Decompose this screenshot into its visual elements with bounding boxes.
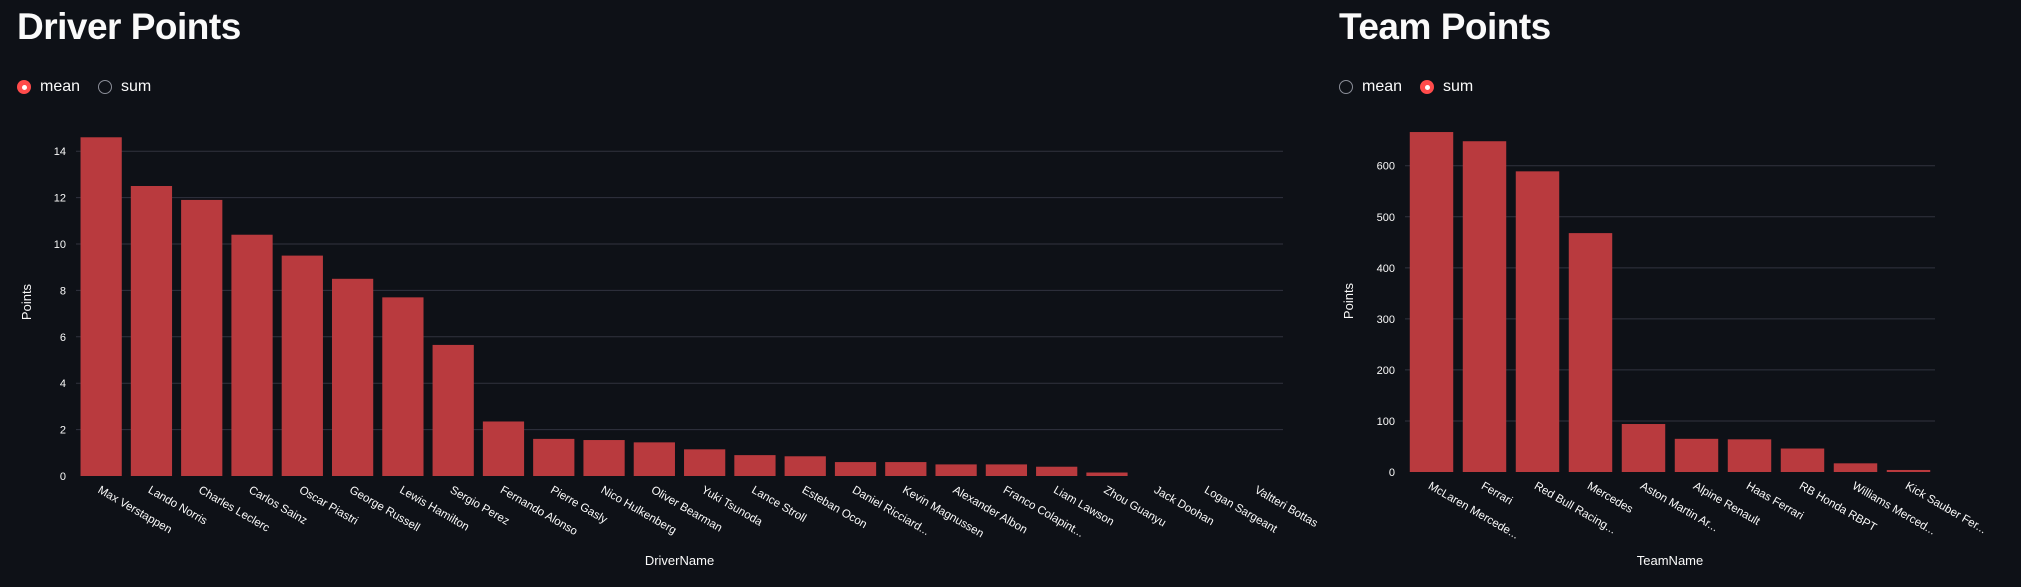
team-bar[interactable]	[1833, 463, 1878, 472]
driver-y-tick-label: 12	[54, 193, 66, 205]
team-bar[interactable]	[1886, 469, 1931, 472]
team-bar[interactable]	[1674, 438, 1719, 472]
driver-radio-mean-label: mean	[40, 78, 81, 95]
driver-bar[interactable]	[432, 344, 474, 476]
team-bar[interactable]	[1409, 132, 1454, 472]
driver-bar[interactable]	[734, 455, 776, 476]
team-radio-sum-label: sum	[1443, 78, 1474, 95]
team-points-chart: 0 100 200 300 400 500 600 McLaren Mercede...Fer…	[1341, 132, 1988, 568]
team-bar[interactable]	[1515, 171, 1560, 473]
driver-radio-sum-label: sum	[121, 78, 152, 95]
driver-bar[interactable]	[583, 440, 625, 476]
team-y-tick-label: 200	[1377, 365, 1395, 377]
team-bar[interactable]	[1568, 233, 1613, 472]
team-y-tick-label: 300	[1377, 314, 1395, 326]
team-y-tick-label: 600	[1377, 161, 1395, 173]
driver-y-tick-label: 0	[60, 471, 66, 483]
driver-bar[interactable]	[181, 199, 223, 477]
driver-y-tick-label: 2	[60, 425, 66, 437]
driver-bar[interactable]	[885, 462, 927, 476]
driver-points-panel: Driver Points mean sum 0 2 4 6 8 10 12 14 Max Ve…	[17, 6, 1320, 568]
driver-bar[interactable]	[80, 137, 122, 476]
team-radio-sum[interactable]: sum	[1420, 78, 1473, 96]
driver-radio-sum[interactable]: sum	[98, 78, 151, 96]
driver-bar[interactable]	[382, 297, 424, 476]
driver-bar[interactable]	[1086, 472, 1128, 476]
driver-y-tick-label: 4	[60, 378, 66, 390]
driver-bar[interactable]	[231, 234, 273, 476]
driver-bar[interactable]	[784, 456, 826, 476]
team-bar[interactable]	[1462, 141, 1507, 472]
driver-y-tick-label: 10	[54, 239, 66, 251]
driver-bar[interactable]	[985, 464, 1028, 476]
team-x-axis-label: TeamName	[1637, 553, 1703, 568]
team-x-tick-label: McLaren Mercede...	[1426, 480, 1521, 542]
team-points-title: Team Points	[1339, 6, 1551, 47]
team-radio-mean[interactable]: mean	[1339, 78, 1402, 96]
radio-selected-icon	[1420, 80, 1435, 94]
driver-y-tick-label: 6	[60, 332, 66, 344]
team-y-tick-label: 0	[1389, 467, 1395, 479]
team-bar[interactable]	[1780, 448, 1825, 472]
driver-radio-mean[interactable]: mean	[17, 78, 80, 96]
driver-bar[interactable]	[935, 464, 977, 476]
driver-bar[interactable]	[1036, 466, 1078, 476]
driver-points-title: Driver Points	[17, 6, 241, 47]
driver-aggregation-radio: mean sum	[17, 78, 151, 96]
team-bar[interactable]	[1727, 439, 1772, 472]
radio-selected-icon	[17, 80, 31, 94]
team-y-tick-label: 500	[1377, 212, 1395, 224]
driver-bar[interactable]	[331, 278, 374, 476]
driver-y-tick-label: 8	[60, 285, 66, 297]
driver-bar[interactable]	[533, 438, 575, 476]
team-y-tick-label: 400	[1377, 263, 1395, 275]
driver-bar[interactable]	[281, 255, 323, 476]
driver-y-tick-label: 14	[54, 146, 66, 158]
team-radio-mean-label: mean	[1362, 78, 1403, 95]
team-points-panel: Team Points mean sum 0 100 200 300 400 500 600…	[1320, 0, 2021, 587]
team-aggregation-radio: mean sum	[1339, 78, 1473, 96]
team-x-tick-label: Ferrari	[1479, 480, 1514, 507]
team-y-axis-label: Points	[1341, 282, 1356, 319]
driver-bar[interactable]	[633, 442, 675, 476]
team-y-tick-label: 100	[1377, 416, 1395, 428]
team-bar[interactable]	[1621, 424, 1666, 472]
driver-y-axis-label: Points	[19, 283, 34, 320]
driver-x-axis-label: DriverName	[645, 553, 714, 568]
radio-unselected-icon	[1339, 80, 1353, 94]
driver-bar[interactable]	[130, 186, 173, 476]
driver-bar[interactable]	[834, 462, 877, 476]
driver-bar[interactable]	[482, 421, 525, 476]
driver-bar[interactable]	[684, 449, 726, 476]
radio-unselected-icon	[98, 80, 113, 94]
